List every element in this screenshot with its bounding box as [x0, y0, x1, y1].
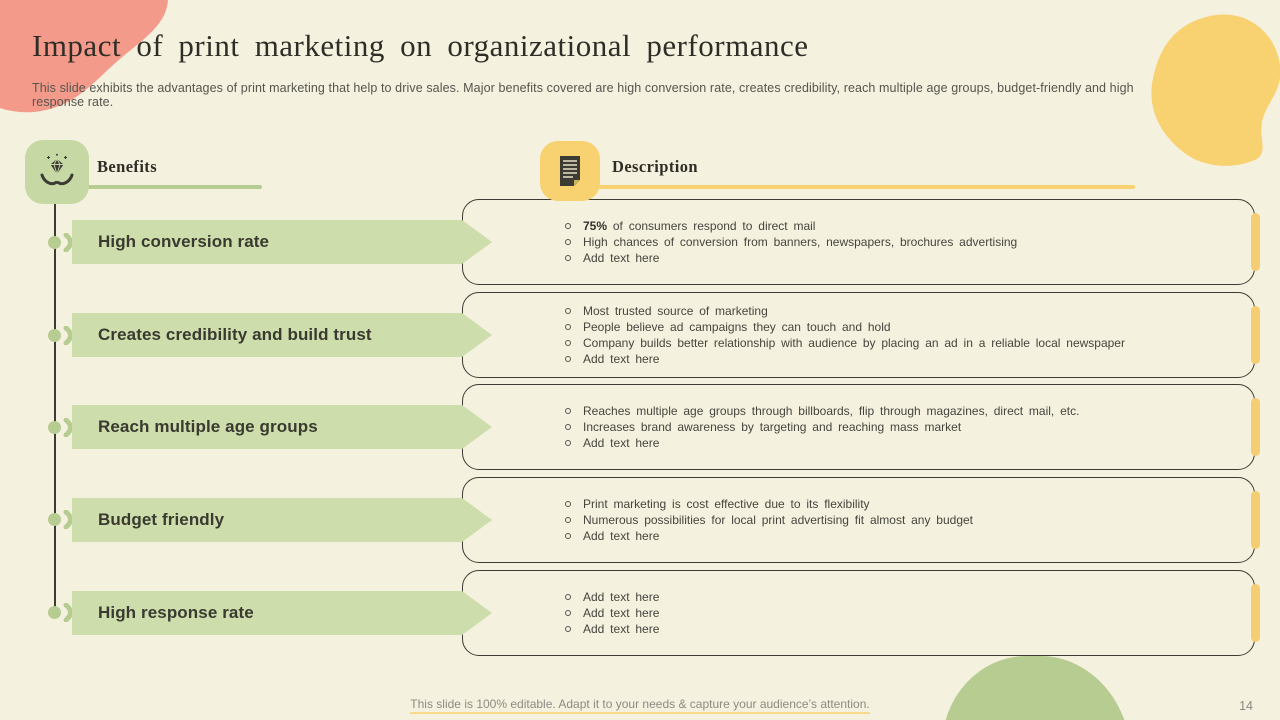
bullet-item: Add text here [565, 528, 1254, 544]
benefit-arrow-high-conversion-rate: High conversion rate [72, 220, 492, 264]
benefit-label: High response rate [98, 603, 254, 622]
yellow-accent-bar [1251, 584, 1260, 642]
circle-bullet-icon [565, 408, 571, 414]
bullet-item: Add text here [565, 621, 1254, 637]
slide-subtitle: This slide exhibits the advantages of pr… [32, 81, 1134, 109]
circle-bullet-icon [565, 440, 571, 446]
yellow-accent-bar [1251, 491, 1260, 549]
yellow-blob-decoration [1151, 14, 1280, 166]
benefit-label: Creates credibility and build trust [98, 325, 372, 344]
connector-dot [48, 513, 61, 526]
bullet-item: Numerous possibilities for local print a… [565, 512, 1254, 528]
description-box-3: Reaches multiple age groups through bill… [462, 384, 1255, 470]
connector-dot [48, 236, 61, 249]
bullet-item: Add text here [565, 250, 1254, 266]
document-icon [560, 156, 580, 186]
benefit-arrow-creates-credibility: Creates credibility and build trust [72, 313, 492, 357]
benefits-header: Benefits [97, 157, 158, 176]
footer-note: This slide is 100% editable. Adapt it to… [0, 697, 1280, 714]
chevron-right-icon [63, 233, 73, 252]
pink-blob-decoration [0, 0, 168, 113]
description-box-2: Most trusted source of marketing People … [462, 292, 1255, 378]
connector-line [54, 200, 56, 613]
bullet-item: Company builds better relationship with … [565, 335, 1254, 351]
bullet-item: People believe ad campaigns they can tou… [565, 319, 1254, 335]
bullet-item: Increases brand awareness by targeting a… [565, 419, 1254, 435]
chevron-right-icon [63, 326, 73, 345]
hands-holding-diamond-icon [40, 153, 74, 186]
benefit-label: High conversion rate [98, 232, 270, 251]
bullet-item: Add text here [565, 351, 1254, 367]
circle-bullet-icon [565, 594, 571, 600]
connector-dot [48, 606, 61, 619]
benefit-label: Budget friendly [98, 510, 225, 529]
bullet-item: Add text here [565, 589, 1254, 605]
bullet-item: Most trusted source of marketing [565, 303, 1254, 319]
circle-bullet-icon [565, 223, 571, 229]
circle-bullet-icon [565, 308, 571, 314]
circle-bullet-icon [565, 324, 571, 330]
chevron-right-icon [63, 510, 73, 529]
benefit-arrow-high-response-rate: High response rate [72, 591, 492, 635]
bullet-item: 75% of consumers respond to direct mail [565, 218, 1254, 234]
benefit-label: Reach multiple age groups [98, 417, 318, 436]
description-box-5: Add text here Add text here Add text her… [462, 570, 1255, 656]
circle-bullet-icon [565, 356, 571, 362]
yellow-accent-bar [1251, 306, 1260, 364]
circle-bullet-icon [565, 626, 571, 632]
bullet-item: Add text here [565, 435, 1254, 451]
circle-bullet-icon [565, 533, 571, 539]
circle-bullet-icon [565, 239, 571, 245]
bullet-item: Print marketing is cost effective due to… [565, 496, 1254, 512]
description-box-1: 75% of consumers respond to direct mail … [462, 199, 1255, 285]
benefit-arrow-budget-friendly: Budget friendly [72, 498, 492, 542]
connector-dot [48, 421, 61, 434]
bullet-item: Reaches multiple age groups through bill… [565, 403, 1254, 419]
description-box-4: Print marketing is cost effective due to… [462, 477, 1255, 563]
benefits-underline [57, 185, 262, 189]
description-icon-tile [540, 141, 600, 201]
circle-bullet-icon [565, 501, 571, 507]
bullet-item: High chances of conversion from banners,… [565, 234, 1254, 250]
yellow-accent-bar [1251, 213, 1260, 271]
page-title: Impact of print marketing on organizatio… [32, 28, 809, 63]
circle-bullet-icon [565, 340, 571, 346]
chevron-right-icon [63, 418, 73, 437]
description-header: Description [612, 157, 698, 176]
benefit-arrow-reach-age-groups: Reach multiple age groups [72, 405, 492, 449]
chevron-right-icon [63, 603, 73, 622]
connector-dot [48, 329, 61, 342]
benefits-icon-tile [25, 140, 89, 204]
circle-bullet-icon [565, 610, 571, 616]
page-number: 14 [1239, 699, 1253, 713]
bullet-item: Add text here [565, 605, 1254, 621]
circle-bullet-icon [565, 255, 571, 261]
yellow-accent-bar [1251, 398, 1260, 456]
circle-bullet-icon [565, 517, 571, 523]
circle-bullet-icon [565, 424, 571, 430]
description-underline [572, 185, 1135, 189]
